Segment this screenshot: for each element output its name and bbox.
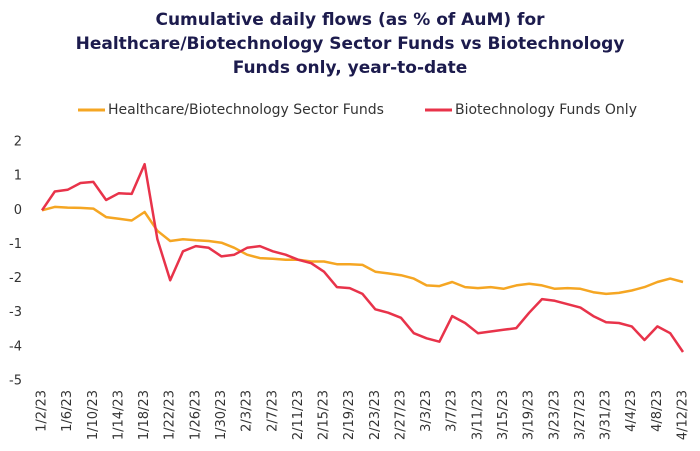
x-tick-label: 1/30/23 [214, 390, 229, 440]
series-line [40, 162, 685, 353]
x-tick-label: 3/19/23 [522, 390, 537, 440]
x-tick-label: 1/18/23 [137, 390, 152, 440]
x-tick-label: 2/23/23 [368, 390, 383, 440]
y-tick-label: -3 [9, 305, 22, 320]
x-tick-label: 3/27/23 [573, 390, 588, 440]
x-tick-label: 3/23/23 [547, 390, 562, 440]
x-tick-label: 4/12/23 [676, 390, 691, 440]
series-line [41, 205, 684, 296]
x-tick-label: 2/3/23 [240, 390, 255, 432]
y-tick-label: 0 [14, 203, 22, 218]
x-tick-label: 1/2/23 [35, 390, 50, 432]
x-tick-label: 2/11/23 [291, 390, 306, 440]
x-tick-label: 3/31/23 [599, 390, 614, 440]
chart-title: Cumulative daily flows (as % of AuM) for… [75, 10, 625, 78]
x-tick-label: 2/15/23 [317, 390, 332, 440]
x-tick-label: 2/19/23 [342, 390, 357, 440]
x-tick-label: 1/6/23 [60, 390, 75, 432]
x-tick-label: 3/15/23 [496, 390, 511, 440]
y-tick-label: -1 [9, 237, 22, 252]
x-tick-label: 1/26/23 [188, 390, 203, 440]
x-tick-label: 4/4/23 [624, 390, 639, 432]
x-tick-label: 1/14/23 [111, 390, 126, 440]
x-tick-label: 1/10/23 [86, 390, 101, 440]
x-tick-label: 3/7/23 [445, 390, 460, 432]
legend-label: Healthcare/Biotechnology Sector Funds [108, 102, 384, 118]
x-tick-label: 2/27/23 [393, 390, 408, 440]
y-tick-label: -5 [9, 374, 22, 389]
y-tick-label: 2 [14, 135, 22, 150]
x-tick-label: 4/8/23 [650, 390, 665, 432]
legend-label: Biotechnology Funds Only [455, 102, 637, 118]
x-tick-label: 3/11/23 [470, 390, 485, 440]
x-tick-label: 1/22/23 [163, 390, 178, 440]
x-tick-label: 3/3/23 [419, 390, 434, 432]
y-tick-label: -4 [9, 339, 22, 354]
y-tick-label: -2 [9, 271, 22, 286]
x-tick-label: 2/7/23 [265, 390, 280, 432]
y-tick-label: 1 [14, 169, 22, 184]
